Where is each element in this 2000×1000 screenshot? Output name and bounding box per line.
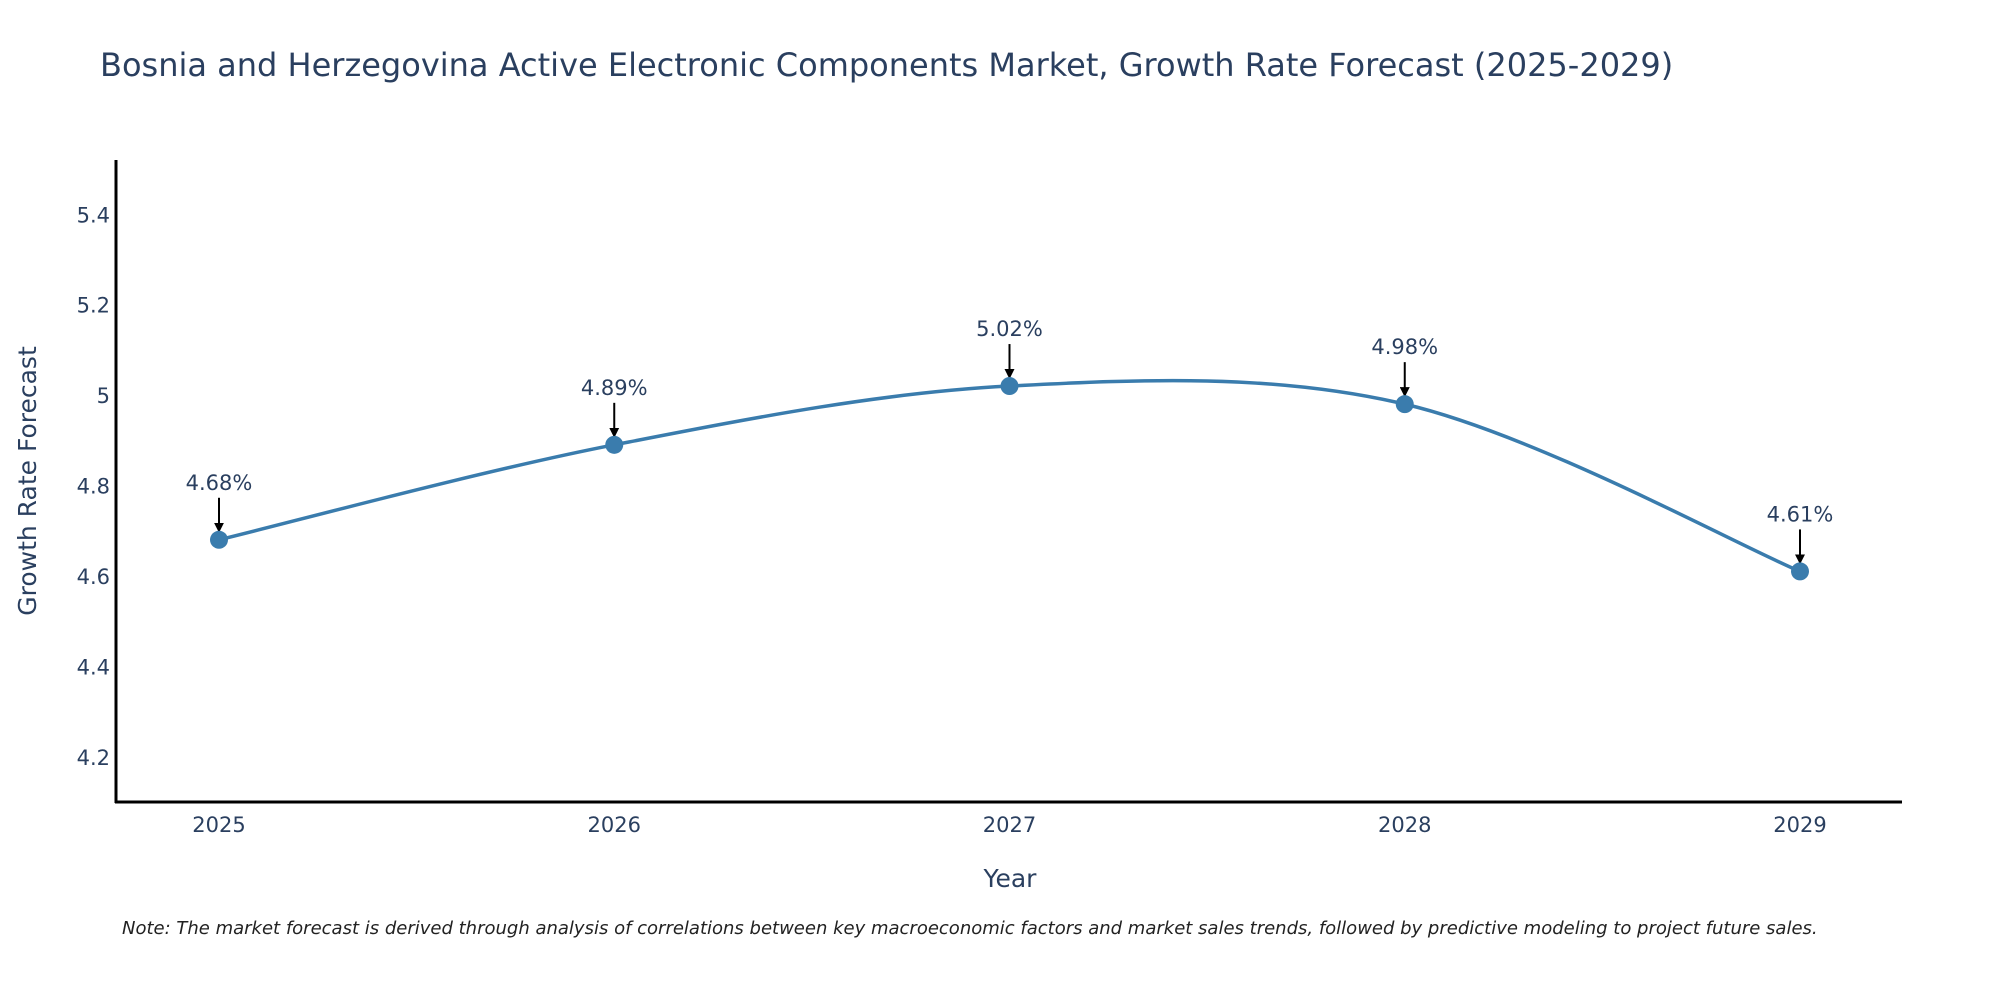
y-tick-label: 4.4 xyxy=(77,655,110,679)
y-axis-title: Growth Rate Forecast xyxy=(13,346,42,616)
series-line-layer xyxy=(218,378,1801,574)
y-tick-label: 4.6 xyxy=(77,565,110,589)
x-axis-title: Year xyxy=(983,864,1038,893)
y-tick-label: 5 xyxy=(97,384,110,408)
data-label: 4.89% xyxy=(581,376,648,400)
data-point xyxy=(1000,377,1019,396)
markers xyxy=(210,377,1809,581)
data-point xyxy=(1395,395,1414,414)
data-label: 4.68% xyxy=(186,471,253,495)
x-tick-label: 2026 xyxy=(588,813,641,837)
annotations: 4.68% 4.89% 5.02% 4.98% 4.61% xyxy=(186,317,1834,565)
data-point xyxy=(1791,562,1809,581)
y-tick-label: 4.8 xyxy=(77,475,110,499)
y-tick-label: 5.4 xyxy=(77,203,110,227)
data-label: 4.98% xyxy=(1371,335,1438,359)
x-tick-label: 2029 xyxy=(1773,813,1826,837)
chart-footnote: Note: The market forecast is derived thr… xyxy=(122,918,1818,939)
y-tick-label: 4.2 xyxy=(77,746,110,770)
x-tick-label: 2025 xyxy=(192,813,245,837)
data-label: 4.61% xyxy=(1767,502,1834,526)
series-line xyxy=(218,378,1801,574)
data-point xyxy=(605,435,624,454)
x-tick-label: 2028 xyxy=(1378,813,1431,837)
chart-title: Bosnia and Herzegovina Active Electronic… xyxy=(100,46,1674,84)
x-tick-label: 2027 xyxy=(983,813,1036,837)
data-point xyxy=(210,530,228,549)
axes: 4.2 4.4 4.6 4.8 5 5.2 5.4 2025 2026 2027 2028 2029 Y… xyxy=(13,160,1902,893)
y-tick-label: 5.2 xyxy=(77,294,110,318)
data-label: 5.02% xyxy=(976,317,1043,341)
